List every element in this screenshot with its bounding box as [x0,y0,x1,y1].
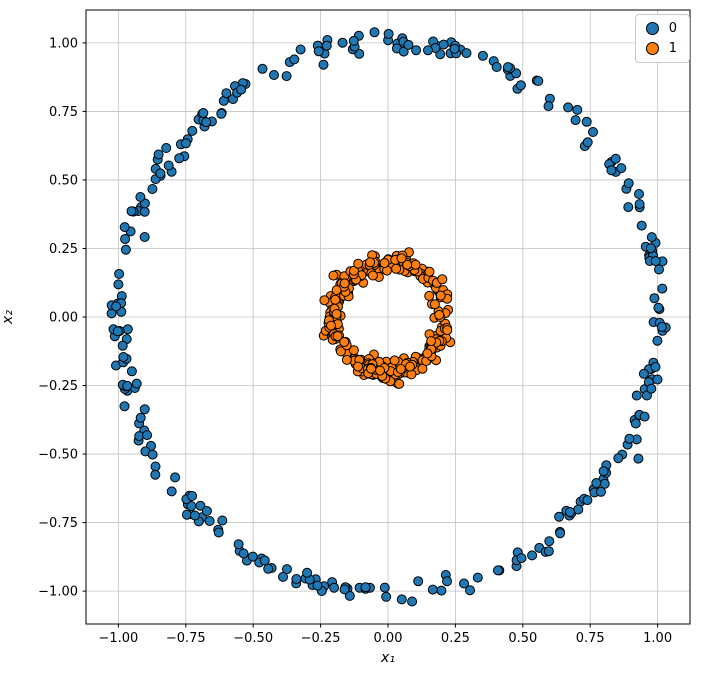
svg-text:0.75: 0.75 [49,105,78,120]
y-axis-label: x₂ [0,310,16,324]
legend-item-class1: 1 [645,41,677,56]
svg-text:0.25: 0.25 [441,631,470,646]
svg-text:1.00: 1.00 [643,631,672,646]
svg-text:0.75: 0.75 [576,631,605,646]
svg-text:−0.25: −0.25 [301,631,341,646]
svg-text:−0.75: −0.75 [166,631,206,646]
svg-text:1.00: 1.00 [49,36,78,51]
svg-text:−0.50: −0.50 [233,631,273,646]
svg-text:−0.75: −0.75 [38,516,78,531]
x-axis-label: x₁ [381,650,395,666]
legend-label-class0: 0 [668,21,677,36]
legend-item-class0: 0 [645,21,677,36]
svg-text:0.25: 0.25 [49,242,78,257]
legend-label-class1: 1 [668,41,677,56]
svg-text:0.50: 0.50 [49,173,78,188]
legend-marker-class1-icon [645,42,659,55]
svg-text:−0.25: −0.25 [38,379,78,394]
svg-text:0.50: 0.50 [508,631,537,646]
svg-text:−1.00: −1.00 [98,631,138,646]
legend: 0 1 [634,14,690,63]
legend-marker-class0-icon [645,22,659,35]
svg-text:0.00: 0.00 [374,631,403,646]
svg-text:0.00: 0.00 [49,311,78,326]
svg-text:−1.00: −1.00 [38,585,78,600]
svg-text:−0.50: −0.50 [38,448,78,463]
